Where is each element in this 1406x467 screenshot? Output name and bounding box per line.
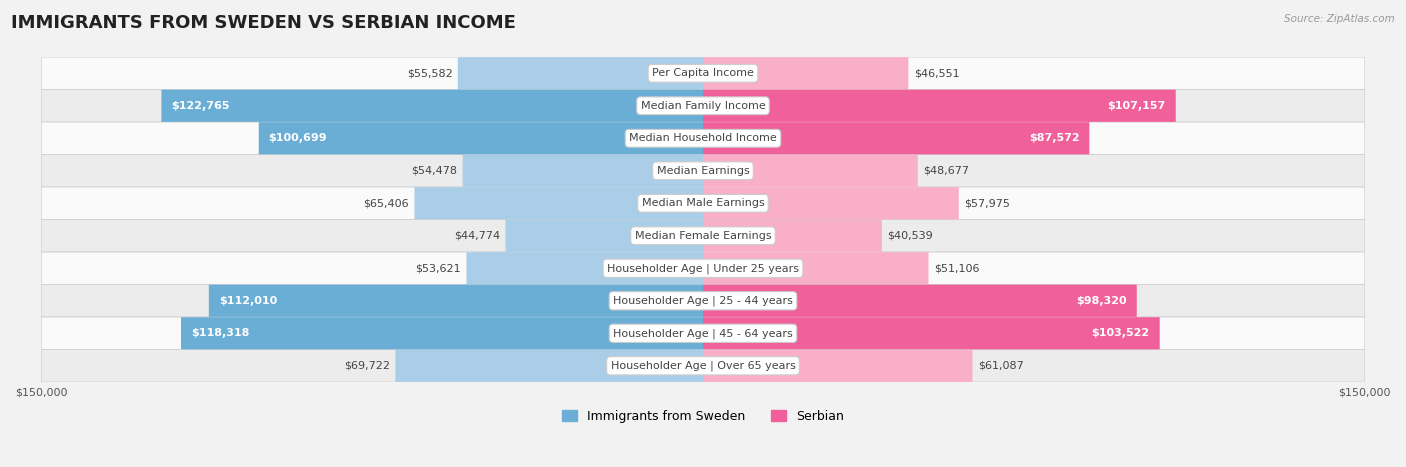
FancyBboxPatch shape (41, 187, 1365, 219)
Text: $107,157: $107,157 (1108, 101, 1166, 111)
Text: $54,478: $54,478 (412, 166, 457, 176)
Text: Median Male Earnings: Median Male Earnings (641, 198, 765, 208)
FancyBboxPatch shape (506, 219, 703, 252)
Text: $100,699: $100,699 (269, 133, 328, 143)
Text: $61,087: $61,087 (977, 361, 1024, 371)
FancyBboxPatch shape (41, 284, 1365, 317)
Text: IMMIGRANTS FROM SWEDEN VS SERBIAN INCOME: IMMIGRANTS FROM SWEDEN VS SERBIAN INCOME (11, 14, 516, 32)
Text: $51,106: $51,106 (934, 263, 979, 273)
Text: Per Capita Income: Per Capita Income (652, 68, 754, 78)
Text: $87,572: $87,572 (1029, 133, 1080, 143)
Text: Householder Age | Under 25 years: Householder Age | Under 25 years (607, 263, 799, 274)
FancyBboxPatch shape (703, 122, 1090, 155)
FancyBboxPatch shape (458, 57, 703, 89)
Text: Median Female Earnings: Median Female Earnings (634, 231, 772, 241)
Text: $103,522: $103,522 (1091, 328, 1150, 338)
FancyBboxPatch shape (162, 90, 703, 122)
Text: $65,406: $65,406 (364, 198, 409, 208)
FancyBboxPatch shape (41, 90, 1365, 122)
FancyBboxPatch shape (209, 285, 703, 317)
FancyBboxPatch shape (41, 317, 1365, 349)
FancyBboxPatch shape (703, 285, 1137, 317)
FancyBboxPatch shape (41, 57, 1365, 90)
FancyBboxPatch shape (703, 350, 973, 382)
FancyBboxPatch shape (463, 155, 703, 187)
Text: $112,010: $112,010 (219, 296, 277, 306)
Text: $69,722: $69,722 (344, 361, 389, 371)
FancyBboxPatch shape (41, 155, 1365, 187)
FancyBboxPatch shape (259, 122, 703, 155)
Text: Householder Age | 25 - 44 years: Householder Age | 25 - 44 years (613, 296, 793, 306)
Text: $118,318: $118,318 (191, 328, 249, 338)
Text: $53,621: $53,621 (416, 263, 461, 273)
Text: $98,320: $98,320 (1076, 296, 1126, 306)
Text: Median Family Income: Median Family Income (641, 101, 765, 111)
FancyBboxPatch shape (703, 219, 882, 252)
FancyBboxPatch shape (41, 122, 1365, 155)
Legend: Immigrants from Sweden, Serbian: Immigrants from Sweden, Serbian (557, 405, 849, 428)
FancyBboxPatch shape (415, 187, 703, 219)
Text: Householder Age | Over 65 years: Householder Age | Over 65 years (610, 361, 796, 371)
Text: $48,677: $48,677 (924, 166, 969, 176)
FancyBboxPatch shape (703, 317, 1160, 349)
FancyBboxPatch shape (181, 317, 703, 349)
FancyBboxPatch shape (41, 349, 1365, 382)
Text: Median Earnings: Median Earnings (657, 166, 749, 176)
FancyBboxPatch shape (395, 350, 703, 382)
FancyBboxPatch shape (41, 219, 1365, 252)
FancyBboxPatch shape (703, 155, 918, 187)
Text: $122,765: $122,765 (172, 101, 229, 111)
Text: Householder Age | 45 - 64 years: Householder Age | 45 - 64 years (613, 328, 793, 339)
Text: $44,774: $44,774 (454, 231, 501, 241)
FancyBboxPatch shape (703, 252, 928, 284)
Text: $55,582: $55,582 (406, 68, 453, 78)
Text: $40,539: $40,539 (887, 231, 934, 241)
Text: Source: ZipAtlas.com: Source: ZipAtlas.com (1284, 14, 1395, 24)
Text: $57,975: $57,975 (965, 198, 1010, 208)
Text: $46,551: $46,551 (914, 68, 959, 78)
FancyBboxPatch shape (703, 90, 1175, 122)
FancyBboxPatch shape (703, 187, 959, 219)
FancyBboxPatch shape (467, 252, 703, 284)
FancyBboxPatch shape (41, 252, 1365, 284)
Text: Median Household Income: Median Household Income (628, 133, 778, 143)
FancyBboxPatch shape (703, 57, 908, 89)
